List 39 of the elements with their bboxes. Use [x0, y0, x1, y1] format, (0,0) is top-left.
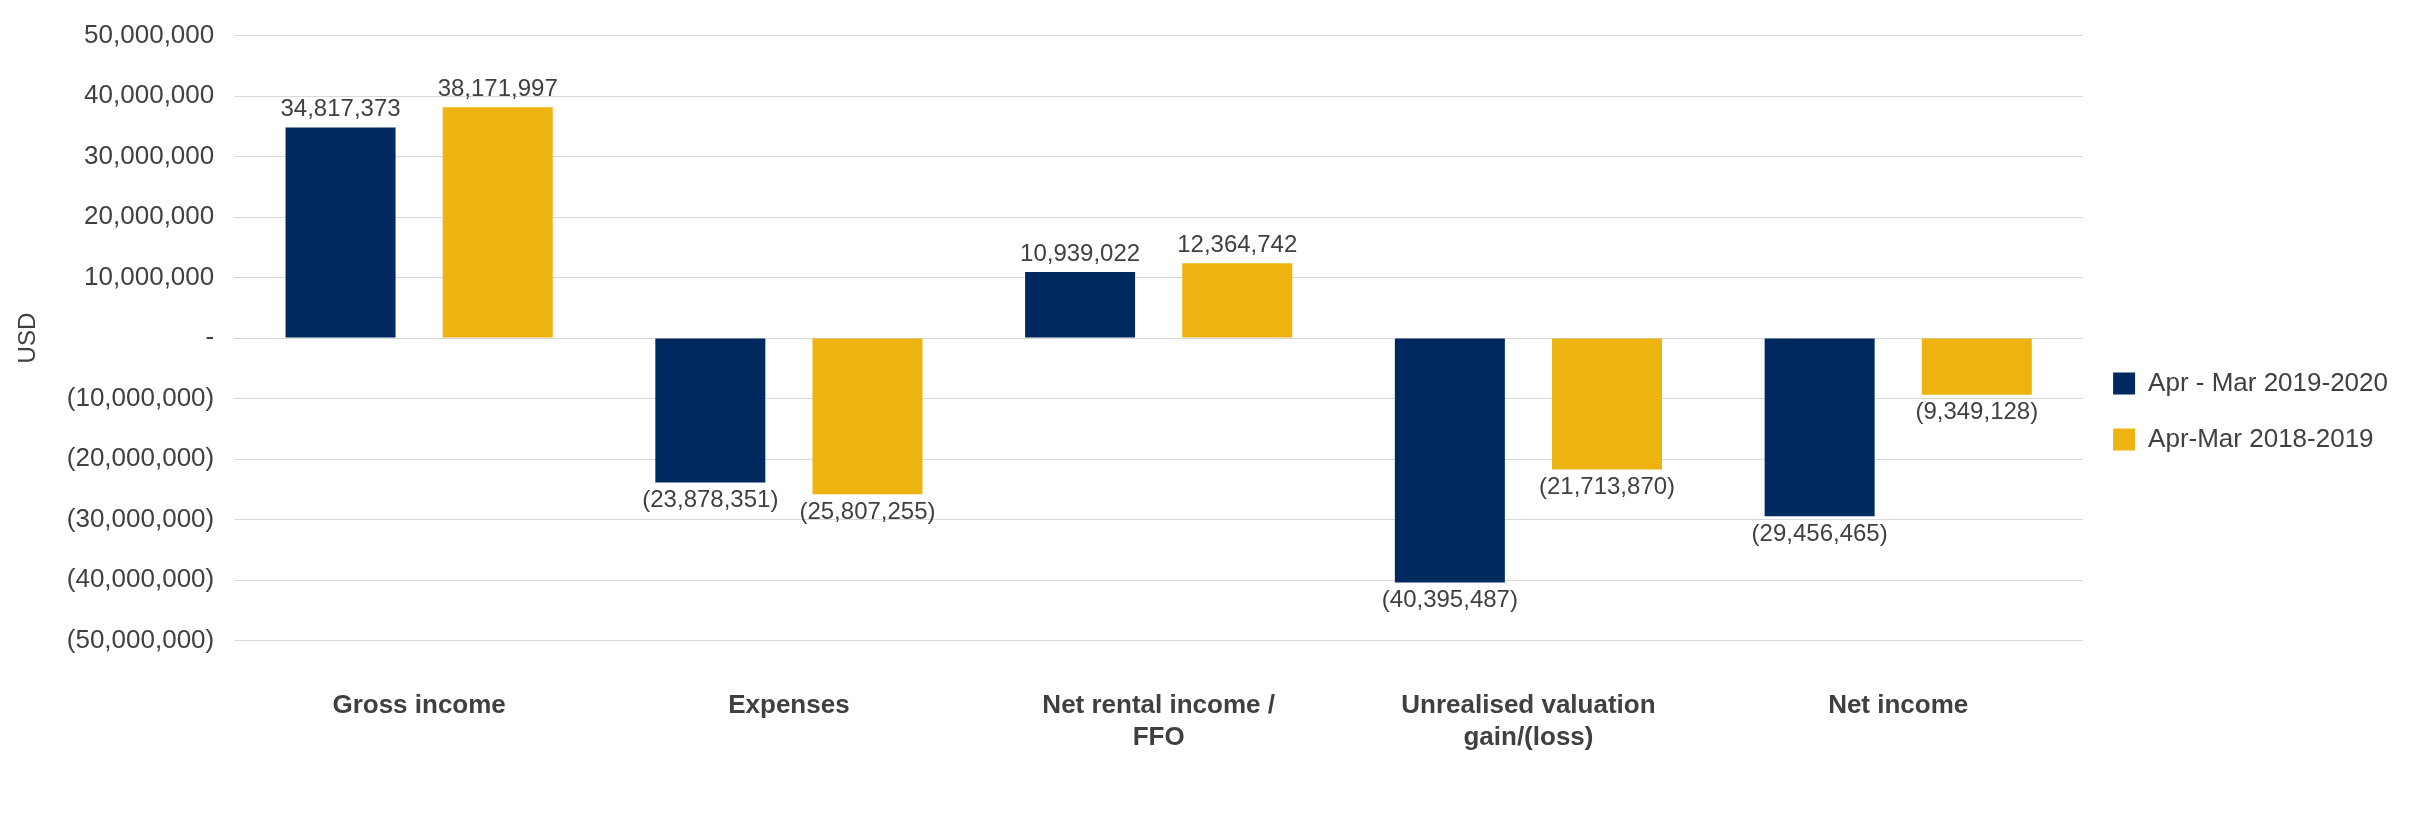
x-tick-label: Net income: [1828, 689, 1969, 720]
y-tick-label: (10,000,000): [66, 381, 215, 412]
y-tick-label: 30,000,000: [84, 139, 215, 170]
data-label: (40,395,487): [1381, 585, 1518, 613]
y-tick-label: 50,000,000: [84, 18, 215, 49]
x-tick-label: Gross income: [332, 689, 506, 720]
y-tick-label: (20,000,000): [66, 442, 215, 473]
y-tick-label: 40,000,000: [84, 79, 215, 110]
bar: [812, 338, 923, 495]
bar: [1921, 338, 2032, 395]
data-label: (23,878,351): [642, 485, 779, 513]
y-tick-label: (30,000,000): [66, 502, 215, 533]
x-tick-label: Net rental income / FFO: [1042, 689, 1275, 751]
data-label: (9,349,128): [1915, 397, 2039, 425]
bar: [442, 107, 553, 338]
bar: [1182, 263, 1293, 338]
bar: [285, 127, 396, 338]
legend-label: Apr - Mar 2019-2020: [2148, 366, 2388, 397]
y-tick-label: 10,000,000: [84, 260, 215, 291]
bar: [655, 338, 766, 483]
data-label: 34,817,373: [280, 94, 401, 122]
y-axis-title: USD: [13, 312, 41, 364]
bar: [1394, 338, 1505, 583]
data-label: (25,807,255): [799, 496, 936, 524]
y-tick-label: 20,000,000: [84, 200, 215, 231]
data-label: (29,456,465): [1751, 518, 1888, 546]
x-tick-label: Unrealised valuation gain/(loss): [1401, 689, 1656, 751]
y-tick-label: (40,000,000): [66, 563, 215, 594]
data-label: 38,171,997: [437, 73, 558, 101]
y-tick-label: -: [205, 321, 215, 352]
data-label: 10,939,022: [1020, 238, 1141, 266]
data-label: (21,713,870): [1538, 472, 1676, 500]
legend-label: Apr-Mar 2018-2019: [2148, 422, 2374, 453]
x-tick-label: Expenses: [728, 689, 850, 720]
bar: [1552, 338, 1663, 470]
bar: [1025, 271, 1136, 338]
bar: [1764, 338, 1875, 517]
data-label: 12,364,742: [1177, 229, 1298, 257]
y-tick-label: (50,000,000): [66, 623, 215, 654]
